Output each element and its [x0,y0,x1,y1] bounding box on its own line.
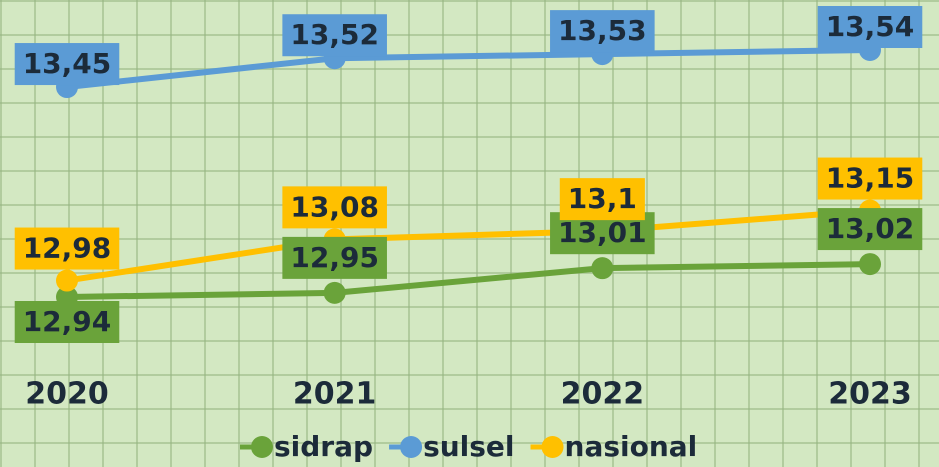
data-label: 13,15 [818,158,923,200]
data-label-text: 13,53 [558,14,647,47]
legend-label: nasional [565,430,698,463]
data-label-text: 13,01 [558,216,647,249]
data-label: 13,54 [818,6,923,48]
x-tick-label: 2022 [561,377,645,412]
legend-swatch [400,436,422,458]
series-line [67,211,870,281]
series-line [67,50,870,87]
data-label-text: 13,1 [568,182,637,215]
data-label: 12,94 [15,301,120,343]
x-tick-label: 2020 [25,377,109,412]
chart: 2020 2021 2022 2023 12,94 12,95 13,01 13,02 13,4… [0,0,939,467]
data-label-text: 12,95 [290,241,379,274]
data-label: 13,52 [282,14,387,56]
data-label-text: 12,94 [23,305,112,338]
data-label-text: 13,02 [826,212,915,245]
data-point [324,282,346,304]
data-label: 13,1 [560,178,645,220]
x-tick-label: 2023 [828,377,912,412]
data-label-text: 13,15 [826,162,915,195]
data-label-text: 12,98 [23,232,112,265]
data-label-text: 13,52 [290,18,379,51]
data-label: 13,08 [282,186,387,228]
legend-swatch [542,436,564,458]
data-point [56,270,78,292]
data-label: 13,45 [15,43,120,85]
data-label-text: 13,45 [23,47,112,80]
data-label-text: 13,54 [826,10,915,43]
data-point [859,253,881,275]
legend-swatch [251,436,273,458]
data-label-text: 13,08 [290,190,379,223]
legend-label: sulsel [423,430,514,463]
page: 2020 2021 2022 2023 12,94 12,95 13,01 13,02 13,4… [0,0,939,467]
data-point [591,257,613,279]
legend-label: sidrap [274,430,373,463]
data-label: 12,98 [15,228,120,270]
x-tick-label: 2021 [293,377,377,412]
data-label: 12,95 [282,237,387,279]
series-line [67,264,870,297]
data-label: 13,53 [550,10,655,52]
data-label: 13,02 [818,208,923,250]
